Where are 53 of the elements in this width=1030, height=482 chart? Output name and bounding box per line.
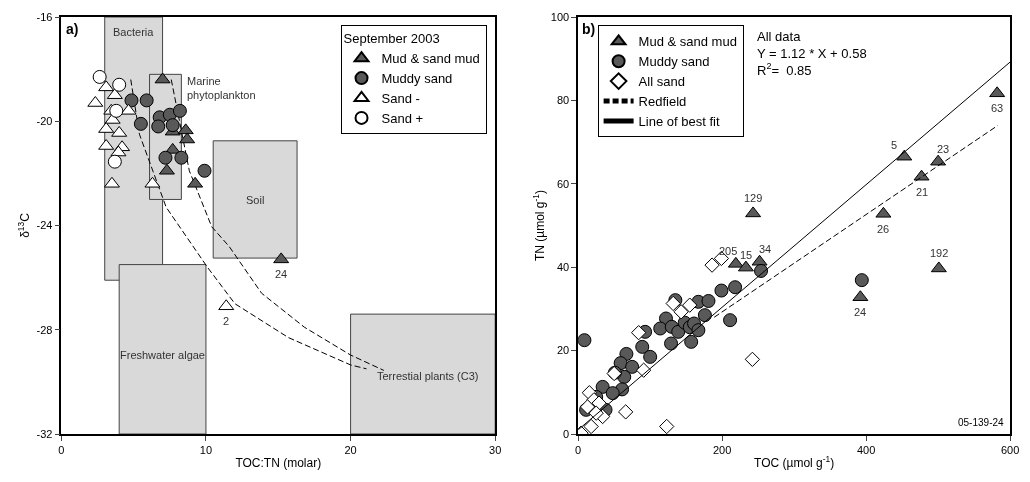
legend-label: Sand - xyxy=(381,91,420,107)
legend-label: Muddy sand xyxy=(381,71,453,87)
annotation: 15 xyxy=(740,249,753,261)
y-tick-label: 80 xyxy=(556,94,570,107)
legend-label: Mud & sand mud xyxy=(381,51,480,67)
y-tick-label: -24 xyxy=(36,219,53,232)
annotation: 05-139-24 xyxy=(958,417,1005,428)
annotation: Soil xyxy=(246,194,265,206)
annotation: 26 xyxy=(877,223,890,235)
annotation: All data Y = 1.12 * X + 0.58 R$^{2}$= 0.85 xyxy=(757,29,867,78)
x-tick-label: 0 xyxy=(575,443,582,456)
x-tick-label: 0 xyxy=(58,443,65,456)
y-tick-label: 0 xyxy=(563,427,570,440)
annotation: 63 xyxy=(991,102,1004,114)
y-tick-label: -28 xyxy=(36,323,53,336)
annotation: 34 xyxy=(759,243,772,255)
annotation: Terrestial plants (C3) xyxy=(377,370,479,382)
x-tick-label: 10 xyxy=(199,443,213,456)
legend-label: Line of best fit xyxy=(638,113,720,129)
annotation: 24 xyxy=(275,268,288,280)
annotation: Marine phytoplankton xyxy=(187,75,256,102)
x-axis-title: TOC (µmol g$^{-1}$) xyxy=(754,454,835,471)
annotation: b) xyxy=(582,21,596,37)
y-tick-label: 100 xyxy=(550,10,570,23)
annotation: 2 xyxy=(223,315,230,327)
y-tick-label: -20 xyxy=(36,115,53,128)
y-tick-label: 40 xyxy=(556,261,570,274)
legend-label: Muddy sand xyxy=(638,54,710,70)
annotation: Bacteria xyxy=(113,26,155,38)
annotation: 21 xyxy=(916,186,929,198)
annotation: 129 xyxy=(744,192,763,204)
y-tick-label: 20 xyxy=(556,344,570,357)
annotation: 192 xyxy=(930,247,949,259)
annotation: Freshwater algae xyxy=(120,349,205,361)
x-tick-label: 200 xyxy=(712,443,732,456)
y-tick-label: -32 xyxy=(36,427,53,440)
annotation: 205 xyxy=(719,245,738,257)
legend-title: September 2003 xyxy=(343,31,440,47)
annotation: 24 xyxy=(854,306,867,318)
legend-label: All sand xyxy=(638,74,685,90)
x-tick-label: 400 xyxy=(856,443,876,456)
x-tick-label: 20 xyxy=(344,443,357,456)
y-tick-label: 60 xyxy=(556,177,570,190)
annotation: a) xyxy=(66,21,79,37)
x-tick-label: 30 xyxy=(489,443,502,456)
y-tick-label: -16 xyxy=(36,10,53,23)
x-tick-label: 600 xyxy=(1000,443,1020,456)
legend-label: Mud & sand mud xyxy=(638,34,737,50)
annotation: 23 xyxy=(937,143,950,155)
legend-label: Redfield xyxy=(638,94,687,110)
legend-label: Sand + xyxy=(381,110,424,126)
x-axis-title: TOC:TN (molar) xyxy=(235,456,322,471)
annotation: 5 xyxy=(891,139,898,151)
